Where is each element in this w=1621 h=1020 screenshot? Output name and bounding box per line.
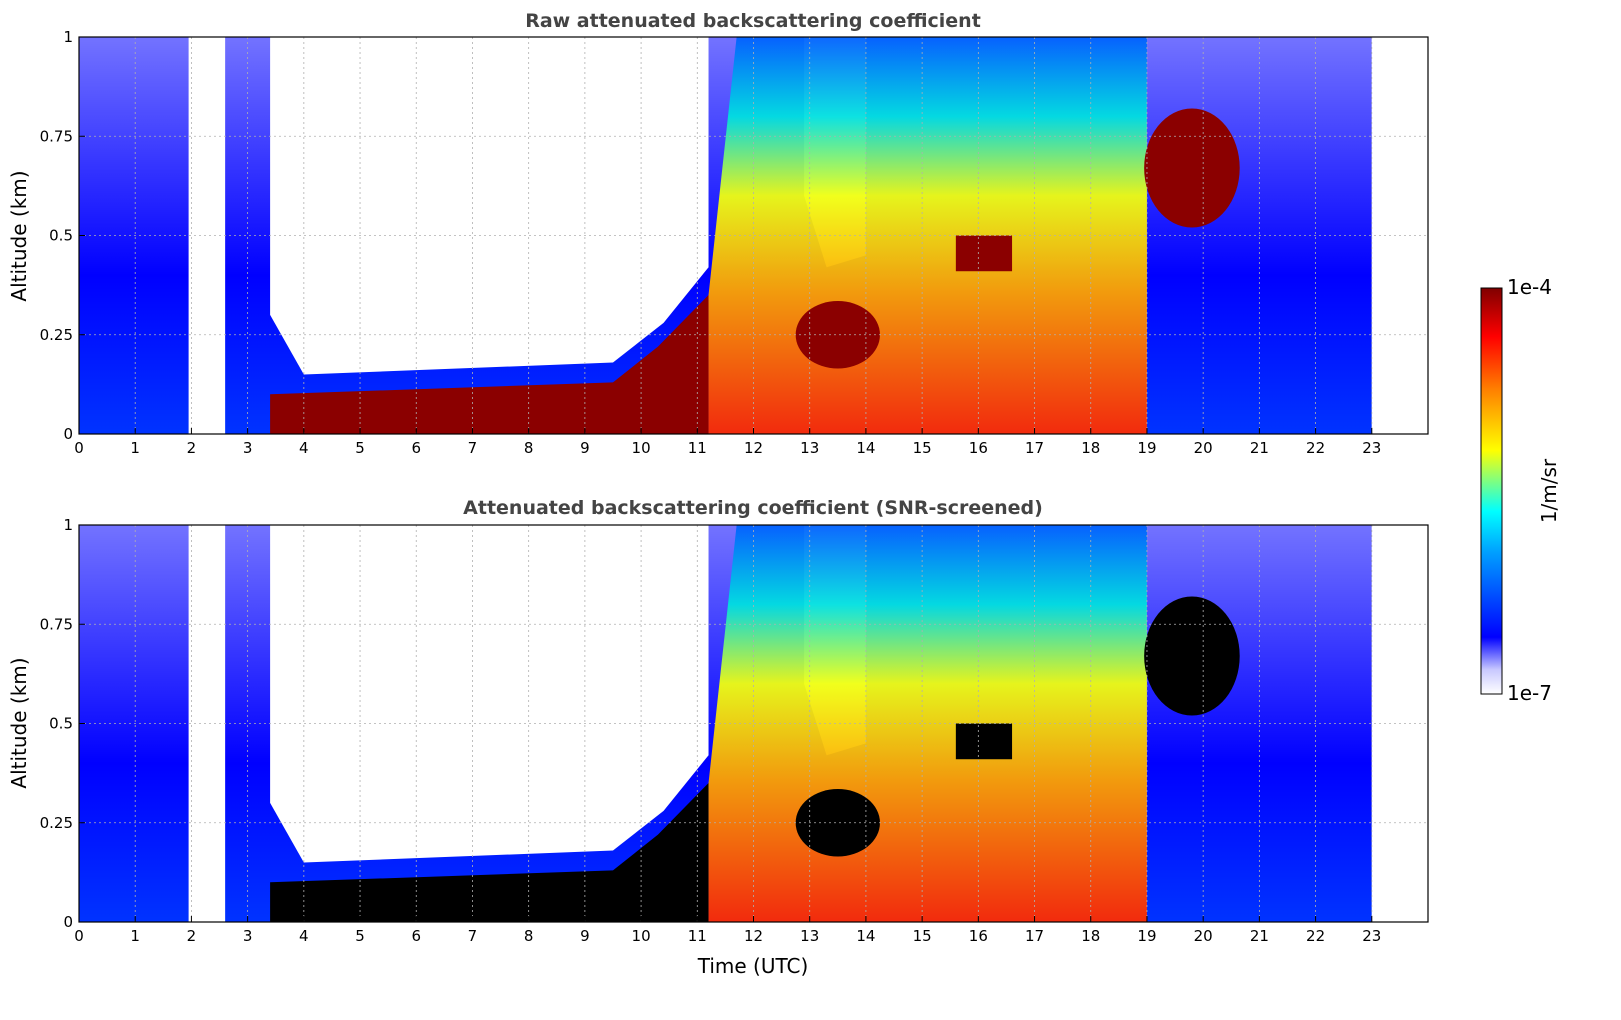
raw-backscatter-panel: Raw attenuated backscattering coefficien… bbox=[7, 10, 1429, 457]
x-tick-label: 8 bbox=[524, 927, 534, 945]
x-tick-labels: 0 1 2 3 4 5 6 7 8 9 10 11 12 13 14 15 16 17 18 19 20 21 22 23 bbox=[74, 916, 1381, 945]
x-tick-label: 5 bbox=[355, 927, 365, 945]
dense-layer bbox=[955, 235, 1013, 272]
x-tick-label: 14 bbox=[856, 927, 875, 945]
x-tick-label: 12 bbox=[744, 439, 763, 457]
dense-layer bbox=[1144, 596, 1240, 716]
x-tick-label: 23 bbox=[1362, 439, 1381, 457]
y-axis-label: Altitude (km) bbox=[7, 170, 31, 301]
x-tick-label: 16 bbox=[969, 927, 988, 945]
gridlines bbox=[79, 37, 1428, 434]
x-tick-label: 13 bbox=[800, 439, 819, 457]
x-tick-label: 3 bbox=[243, 439, 253, 457]
x-tick-label: 16 bbox=[969, 439, 988, 457]
dense-layer bbox=[955, 723, 1013, 760]
x-tick-label: 4 bbox=[299, 439, 309, 457]
colorbar-max-label: 1e-4 bbox=[1507, 275, 1552, 299]
y-tick-label: 0.25 bbox=[40, 326, 73, 344]
panel-title: Attenuated backscattering coefficient (S… bbox=[463, 497, 1043, 519]
colorbar: 1e-4 1e-7 1/m/sr bbox=[1480, 275, 1561, 705]
x-tick-label: 15 bbox=[913, 927, 932, 945]
snr-screened-panel: Attenuated backscattering coefficient (S… bbox=[7, 497, 1429, 978]
y-tick-label: 0.75 bbox=[40, 127, 73, 145]
x-tick-label: 9 bbox=[580, 439, 590, 457]
y-tick-label: 1 bbox=[63, 516, 73, 534]
y-tick-labels: 0 0.25 0.5 0.75 1 bbox=[40, 516, 85, 931]
x-tick-label: 2 bbox=[187, 927, 197, 945]
x-tick-label: 9 bbox=[580, 927, 590, 945]
x-tick-label: 6 bbox=[411, 927, 421, 945]
dense-layer bbox=[795, 789, 880, 857]
x-tick-label: 18 bbox=[1081, 927, 1100, 945]
colorbar-gradient bbox=[1480, 287, 1503, 695]
dense-layer bbox=[1144, 108, 1240, 228]
boundary-layer bbox=[270, 783, 709, 922]
x-tick-label: 1 bbox=[130, 927, 140, 945]
y-axis-label: Altitude (km) bbox=[7, 657, 31, 788]
x-tick-label: 19 bbox=[1137, 927, 1156, 945]
x-tick-label: 20 bbox=[1194, 439, 1213, 457]
colorbar-min-label: 1e-7 bbox=[1507, 681, 1552, 705]
x-tick-label: 0 bbox=[74, 439, 84, 457]
x-tick-label: 14 bbox=[856, 439, 875, 457]
x-tick-label: 17 bbox=[1025, 439, 1044, 457]
y-tick-label: 0.25 bbox=[40, 814, 73, 832]
x-axis-label: Time (UTC) bbox=[697, 954, 809, 978]
y-tick-label: 0.75 bbox=[40, 615, 73, 633]
y-tick-label: 0 bbox=[63, 913, 73, 931]
y-tick-label: 0 bbox=[63, 425, 73, 443]
x-tick-label: 6 bbox=[411, 439, 421, 457]
x-tick-label: 10 bbox=[632, 439, 651, 457]
x-tick-label: 3 bbox=[243, 927, 253, 945]
x-tick-label: 1 bbox=[130, 439, 140, 457]
x-tick-label: 19 bbox=[1137, 439, 1156, 457]
dense-layer bbox=[795, 301, 880, 369]
x-tick-label: 11 bbox=[688, 439, 707, 457]
colorbar-unit-label: 1/m/sr bbox=[1537, 458, 1561, 523]
x-tick-label: 11 bbox=[688, 927, 707, 945]
x-tick-label: 20 bbox=[1194, 927, 1213, 945]
x-tick-label: 2 bbox=[187, 439, 197, 457]
clear-sky-region bbox=[270, 525, 709, 863]
x-tick-label: 18 bbox=[1081, 439, 1100, 457]
x-tick-label: 7 bbox=[468, 439, 478, 457]
x-tick-label: 21 bbox=[1250, 927, 1269, 945]
x-tick-label: 23 bbox=[1362, 927, 1381, 945]
x-tick-label: 22 bbox=[1306, 439, 1325, 457]
gridlines bbox=[79, 525, 1428, 922]
x-tick-label: 7 bbox=[468, 927, 478, 945]
x-tick-labels: 0 1 2 3 4 5 6 7 8 9 10 11 12 13 14 15 16 17 18 19 20 21 22 23 bbox=[74, 428, 1381, 457]
x-tick-label: 4 bbox=[299, 927, 309, 945]
heatmap-layer bbox=[79, 37, 1428, 434]
x-tick-label: 17 bbox=[1025, 927, 1044, 945]
y-tick-label: 1 bbox=[63, 28, 73, 46]
y-tick-labels: 0 0.25 0.5 0.75 1 bbox=[40, 28, 85, 443]
x-tick-label: 5 bbox=[355, 439, 365, 457]
y-tick-label: 0.5 bbox=[49, 227, 73, 245]
x-tick-label: 12 bbox=[744, 927, 763, 945]
boundary-layer bbox=[270, 295, 709, 434]
x-tick-label: 10 bbox=[632, 927, 651, 945]
clear-sky-region bbox=[270, 37, 709, 375]
x-tick-label: 0 bbox=[74, 927, 84, 945]
x-tick-label: 22 bbox=[1306, 927, 1325, 945]
x-tick-label: 21 bbox=[1250, 439, 1269, 457]
x-tick-label: 15 bbox=[913, 439, 932, 457]
y-tick-label: 0.5 bbox=[49, 715, 73, 733]
x-tick-label: 13 bbox=[800, 927, 819, 945]
panel-title: Raw attenuated backscattering coefficien… bbox=[525, 10, 981, 32]
x-tick-label: 8 bbox=[524, 439, 534, 457]
